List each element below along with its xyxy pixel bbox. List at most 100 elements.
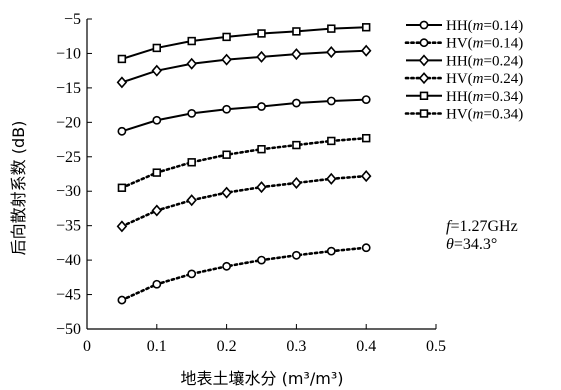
- data-point: [187, 269, 197, 279]
- data-point: [152, 43, 161, 53]
- legend-item: HH(m=0.24): [406, 53, 523, 69]
- legend-marker: [418, 54, 430, 67]
- data-point: [222, 32, 231, 42]
- data-point: [222, 104, 231, 114]
- legend-marker: [419, 20, 429, 30]
- x-tick-label: 0.4: [356, 338, 376, 355]
- data-point: [222, 150, 231, 159]
- y-axis-label: 后向散射系数 (dB): [9, 121, 28, 256]
- y-tick-label: −15: [56, 80, 81, 97]
- x-tick-label: 0.2: [217, 338, 237, 355]
- data-point: [117, 54, 127, 64]
- legend-label: HV(m=0.24): [446, 71, 523, 87]
- legend-item: HH(m=0.14): [406, 18, 523, 34]
- series-line: [120, 136, 368, 190]
- frequency-symbol: f: [446, 218, 453, 235]
- x-axis-label: 地表土壤水分 (m³/m³): [181, 369, 344, 388]
- legend-marker: [419, 38, 429, 48]
- x-tick-label: 0: [83, 338, 91, 355]
- data-point: [361, 95, 371, 104]
- data-point: [327, 24, 336, 33]
- data-point: [221, 186, 232, 199]
- angle-symbol: θ: [446, 236, 454, 253]
- data-point: [152, 115, 162, 125]
- svg-text:f=1.27GHz: f=1.27GHz: [446, 218, 518, 235]
- data-point: [256, 50, 267, 63]
- data-point: [257, 102, 266, 111]
- data-point: [361, 243, 371, 253]
- data-point: [257, 29, 266, 38]
- series-line: [121, 98, 367, 133]
- legend-label: HV(m=0.34): [446, 107, 523, 123]
- data-point: [291, 250, 301, 260]
- data-point: [152, 279, 162, 289]
- data-point: [187, 108, 197, 118]
- data-point: [326, 96, 336, 106]
- data-point: [151, 204, 163, 217]
- x-tick-label: 0.1: [147, 338, 167, 355]
- series-hv-m014: [117, 243, 371, 305]
- data-point: [292, 140, 301, 150]
- series-line: [120, 174, 368, 228]
- data-point: [222, 261, 231, 271]
- x-tick-label: 0.3: [286, 338, 306, 355]
- legend-label: HH(m=0.14): [446, 18, 523, 34]
- series-line: [120, 246, 368, 302]
- data-point: [117, 183, 127, 192]
- data-point: [291, 98, 301, 108]
- legend-item: HH(m=0.34): [406, 89, 523, 105]
- angle-value: =34.3°: [454, 236, 497, 253]
- frequency-annotation: f=1.27GHz: [446, 218, 518, 235]
- legend: HH(m=0.14) HV(m=0.14)HH(m=0.24) HV(m=0.24)…: [404, 18, 523, 123]
- y-tick-label: −5: [64, 11, 81, 28]
- legend-marker: [419, 91, 429, 101]
- y-tick-label: −25: [56, 149, 81, 166]
- data-point: [327, 136, 336, 146]
- series-layer: [116, 23, 372, 305]
- frequency-value: =1.27GHz: [450, 218, 517, 235]
- data-point: [187, 158, 196, 167]
- data-point: [292, 27, 301, 36]
- legend-label: HH(m=0.24): [446, 53, 523, 69]
- legend-label: HV(m=0.14): [446, 36, 523, 52]
- series-line: [121, 49, 367, 84]
- data-point: [326, 46, 337, 59]
- data-point: [257, 145, 266, 154]
- data-point: [291, 48, 302, 61]
- data-point: [186, 57, 197, 70]
- data-point: [152, 168, 161, 177]
- data-point: [117, 295, 127, 305]
- series-hh-m024: [116, 44, 372, 89]
- angle-annotation: θ=34.3°: [446, 236, 497, 253]
- y-tick-label: −40: [56, 252, 81, 269]
- data-point: [116, 220, 128, 233]
- series-hv-m034: [117, 133, 371, 192]
- data-point: [256, 181, 267, 194]
- series-hh-m014: [117, 95, 371, 136]
- legend-label: HH(m=0.34): [446, 89, 523, 105]
- legend-marker: [418, 72, 430, 85]
- data-point: [361, 23, 371, 32]
- data-point: [117, 126, 127, 136]
- axes: −5 −10 −15 −20 −25 −30 −35 −40 −45 −500 0.1 0.2 0.3 0…: [56, 11, 446, 355]
- legend-item: HV(m=0.14): [404, 36, 523, 52]
- x-tick-label: 0.5: [426, 338, 446, 355]
- y-tick-label: −30: [56, 183, 81, 200]
- data-point: [116, 76, 128, 89]
- legend-item: HV(m=0.24): [404, 71, 523, 87]
- data-point: [360, 170, 372, 183]
- data-point: [360, 44, 372, 57]
- data-point: [326, 172, 337, 185]
- y-tick-label: −35: [56, 218, 81, 235]
- data-point: [257, 255, 266, 265]
- data-point: [361, 133, 371, 143]
- data-point: [291, 176, 302, 189]
- series-hh-m034: [117, 23, 371, 64]
- y-tick-label: −10: [56, 45, 81, 62]
- svg-text:θ=34.3°: θ=34.3°: [446, 236, 497, 253]
- y-tick-label: −20: [56, 114, 81, 131]
- legend-item: HV(m=0.34): [404, 107, 523, 123]
- data-point: [151, 64, 163, 77]
- data-point: [186, 194, 197, 207]
